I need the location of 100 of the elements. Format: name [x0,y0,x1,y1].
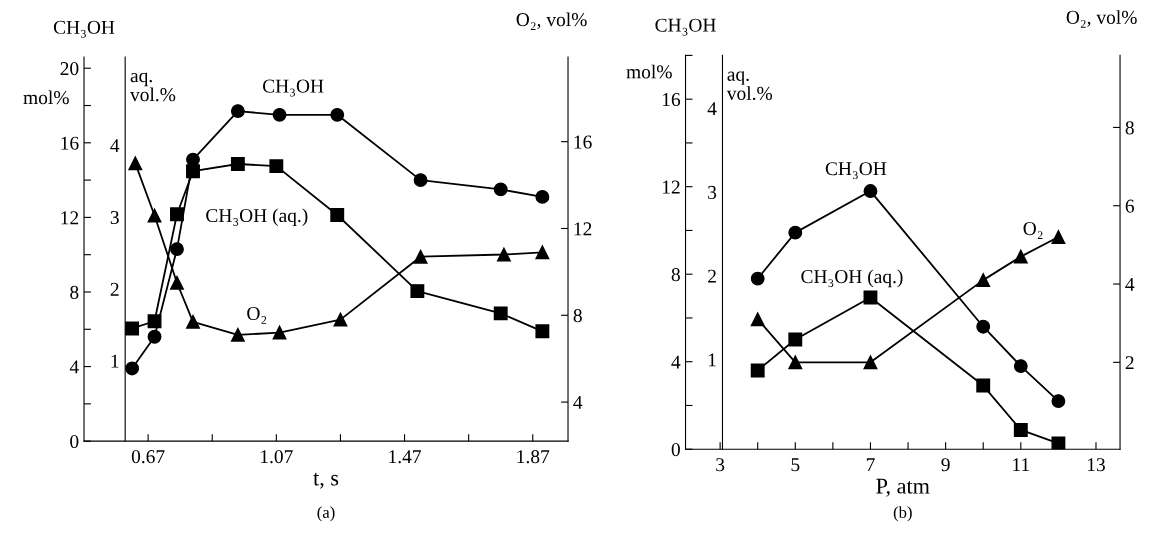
point [330,208,345,222]
text: mol% [23,90,69,105]
point [535,324,550,339]
point [170,207,184,222]
point [147,208,162,223]
x-tick-label: 1.47 [389,450,421,464]
point [330,107,345,122]
text: (a) [317,506,335,522]
y2-tick-label: 4 [707,102,717,115]
point [750,363,765,378]
point [493,182,508,197]
y-tick-label: 16 [61,136,79,150]
x-tick-label: 9 [941,458,950,472]
x-tick-label: 11 [1013,458,1029,472]
x-tick-label: 0.67 [131,450,165,464]
x-tick-label: 13 [1087,458,1105,472]
point [535,189,550,204]
y-tick-label: 8 [70,285,79,299]
y-tick-label: 20 [60,62,79,76]
x-tick-label: 7 [866,458,875,472]
point [976,319,991,334]
y-tick-label: 4 [671,355,681,369]
y3-tick-label: 12 [574,222,592,236]
point [186,164,200,179]
x-tick-label: 5 [791,458,800,472]
y3-tick-label: 2 [1125,356,1134,370]
point [1013,249,1028,264]
y-tick-label: 0 [671,443,680,457]
point [272,325,287,340]
y-tick-label: 8 [671,268,680,282]
point [230,104,245,119]
y2-tick-label: 3 [708,185,717,199]
point [496,247,511,262]
point [788,332,803,347]
y2-tick-label: 1 [111,354,119,368]
point [535,245,550,260]
point [410,284,425,299]
point [125,321,140,336]
point [269,159,284,174]
point [976,378,991,393]
y3-tick-label: 8 [573,309,582,323]
point [413,249,428,264]
y3-tick-label: 16 [574,135,592,149]
y-tick-label: 4 [69,360,79,374]
annotation: CH₃OH (aq.) [801,269,903,288]
text: mol% [626,64,672,79]
y-axis-title: CH₃OH [655,18,716,36]
point [1013,423,1028,437]
annotation: CH₃OH [262,79,324,97]
y2-tick-label: 4 [110,139,120,153]
x-tick-label: 1.07 [261,450,293,464]
point [1051,394,1066,409]
x-axis-title: t, s [313,472,339,489]
point [125,361,140,376]
x-tick-label: 1.87 [517,450,550,464]
point [170,242,184,257]
text: (b) [893,506,912,522]
y-tick-label: 12 [662,180,680,194]
point [333,312,348,327]
y2-tick-label: 2 [110,282,119,296]
y-axis-title: CH₃OH [53,20,115,38]
point [186,314,200,329]
point [128,156,143,171]
point [147,329,162,344]
annotation: O₂ [247,306,267,324]
point [272,107,287,122]
point [170,275,184,290]
point [976,273,991,288]
y-tick-label: 12 [61,211,79,225]
point [863,184,878,199]
point [1051,230,1066,244]
point [230,327,245,342]
y2-tick-label: 2 [708,269,716,283]
point [147,314,162,329]
y3-axis-title: O₂, vol% [1066,10,1137,28]
point [788,355,803,370]
annotation: O₂ [1023,222,1043,239]
y3-tick-label: 8 [1125,121,1134,135]
point [493,306,508,321]
y3-axis-title: O₂, vol% [516,12,587,30]
point [1051,436,1066,450]
y2-tick-label: 1 [708,353,716,367]
point [788,225,803,240]
x-tick-label: 3 [716,458,725,472]
point [230,157,245,171]
point [863,290,878,305]
y3-tick-label: 4 [573,396,583,409]
annotation: CH₃OH (aq.) [206,208,308,227]
y3-tick-label: 4 [1125,277,1135,291]
y2-axis-title: aq. vol.% [130,72,176,102]
annotation: CH₃OH [825,162,887,180]
y-tick-label: 0 [70,434,79,449]
y3-tick-label: 6 [1125,199,1135,213]
y2-axis-title: aq. vol.% [726,71,773,100]
point [863,355,878,370]
point [750,312,765,327]
y-tick-label: 16 [662,93,681,107]
point [750,271,765,286]
x-axis-title: P, atm [876,478,930,497]
point [413,173,428,188]
